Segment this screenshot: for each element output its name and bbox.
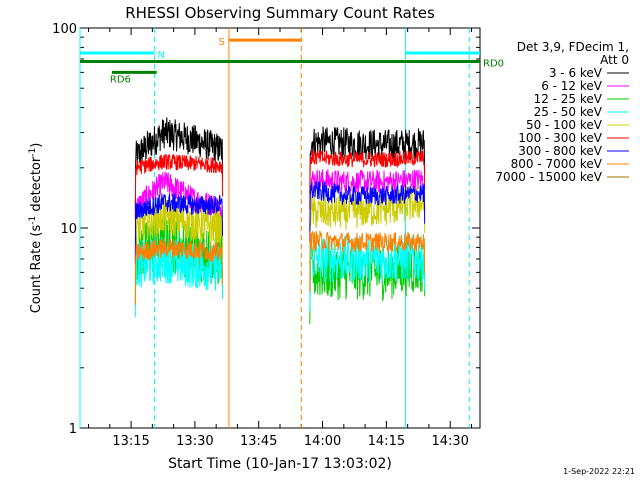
legend-entry-label: 50 - 100 keV	[526, 118, 603, 132]
series-trace	[134, 193, 224, 265]
series-0	[134, 117, 426, 210]
legend-entry-label: 7000 - 15000 keV	[495, 170, 602, 184]
y-label-exp-2: -1	[28, 148, 38, 157]
series-trace	[134, 237, 224, 305]
timestamp-footer: 1-Sep-2022 22:21	[563, 467, 635, 476]
flag-label: RD6	[110, 74, 131, 85]
x-tick-label: 13:15	[112, 434, 149, 449]
y-axis-label: Count Rate (s-1 detector-1)	[28, 143, 44, 314]
plot-area: 13:15 13:30 13:45 14:00 14:15 14:30 1 10 100 N RD0…	[52, 22, 504, 449]
series-trace	[134, 237, 224, 318]
legend-entry-label: 12 - 25 keV	[534, 92, 603, 106]
x-tick-label: 14:00	[304, 434, 341, 449]
y-label-part-mid: detector	[29, 156, 44, 216]
legend-header-line-2: Att 0	[600, 53, 629, 67]
series-trace	[134, 153, 224, 220]
legend-entry-label: 300 - 800 keV	[518, 144, 602, 158]
series-7	[134, 230, 426, 305]
legend-entry-label: 800 - 7000 keV	[511, 157, 603, 171]
legend-entry-label: 25 - 50 keV	[534, 105, 603, 119]
x-tick-label: 14:15	[368, 434, 405, 449]
y-label-part-end: )	[29, 143, 44, 148]
legend-entry-label: 6 - 12 keV	[541, 79, 603, 93]
series-trace	[309, 126, 426, 194]
series-trace	[134, 117, 224, 210]
flag-label: S	[219, 37, 225, 48]
flag-label: RD0	[483, 58, 504, 69]
chart-title: RHESSI Observing Summary Count Rates	[125, 4, 435, 22]
y-tick-label: 10	[60, 222, 77, 237]
legend-header-line-1: Det 3,9, FDecim 1,	[517, 40, 629, 54]
series-trace	[309, 230, 426, 293]
y-tick-label: 1	[69, 422, 77, 437]
series-trace	[309, 181, 426, 242]
legend-entry-label: 100 - 300 keV	[518, 131, 602, 145]
x-tick-label: 14:30	[431, 434, 468, 449]
x-tick-label: 13:45	[240, 434, 277, 449]
y-tick-label: 100	[52, 22, 77, 37]
legend-entry-label: 3 - 6 keV	[549, 66, 603, 80]
series-6	[134, 181, 426, 265]
y-label-part-main: Count Rate (s	[29, 225, 44, 314]
series-trace	[309, 150, 426, 210]
flag-label: N	[157, 50, 164, 61]
x-axis-label: Start Time (10-Jan-17 13:03:02)	[168, 456, 392, 472]
series-5	[134, 150, 426, 220]
x-tick-label: 13:30	[176, 434, 213, 449]
y-label-exp-1: -1	[28, 216, 38, 225]
